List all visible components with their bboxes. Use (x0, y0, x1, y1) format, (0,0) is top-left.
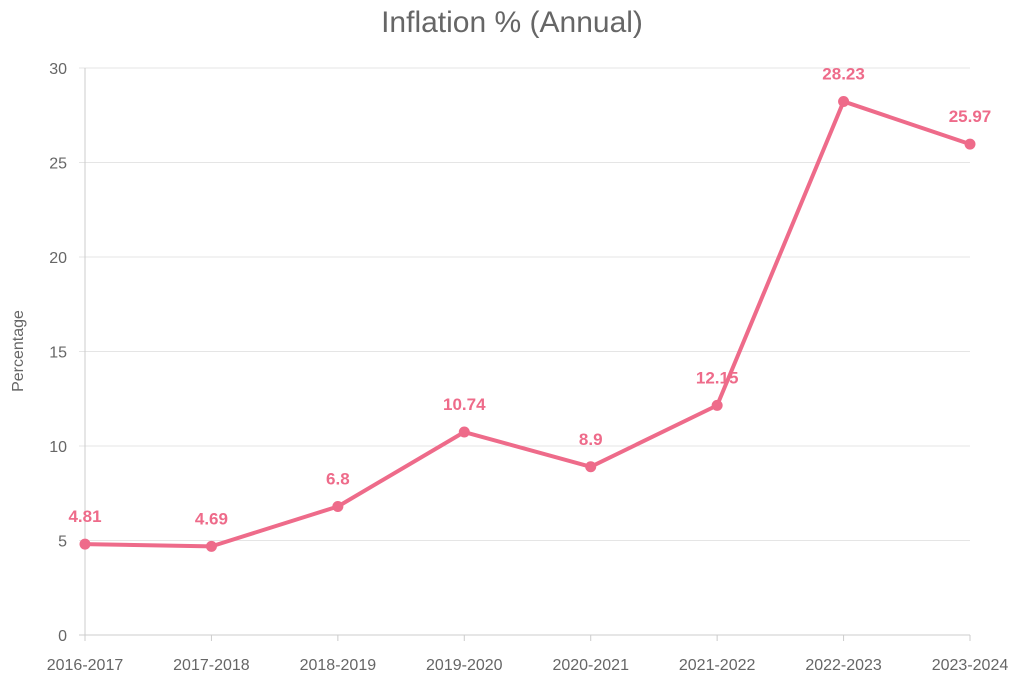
x-tick-label: 2021-2022 (679, 657, 756, 674)
data-point[interactable] (711, 399, 723, 411)
data-point[interactable] (585, 461, 597, 473)
axes: 0 5 10 15 20 25 30 2016-2017 2017-2018 2018-2019 2… (47, 61, 1009, 674)
data-label: 10.74 (443, 395, 486, 414)
y-tick-label: 5 (58, 534, 67, 551)
x-tick-label: 2018-2019 (300, 657, 377, 674)
data-point[interactable] (964, 138, 976, 150)
y-tick-label: 25 (49, 156, 67, 173)
y-axis-label: Percentage (10, 310, 27, 392)
data-point[interactable] (838, 95, 850, 107)
x-tick-label: 2020-2021 (552, 657, 629, 674)
data-label: 4.69 (195, 509, 228, 528)
x-tick-label: 2022-2023 (805, 657, 882, 674)
data-label: 8.9 (579, 430, 603, 449)
data-point[interactable] (332, 500, 344, 512)
data-point[interactable] (458, 426, 470, 438)
data-labels: 4.81 4.69 6.8 10.74 8.9 12.15 28.23 25.97 (68, 64, 991, 528)
y-tick-label: 15 (49, 345, 67, 362)
series-layer (79, 95, 976, 552)
data-label: 25.97 (949, 107, 992, 126)
y-tick-label: 30 (49, 61, 67, 78)
data-point[interactable] (79, 538, 91, 550)
x-tick-label: 2017-2018 (173, 657, 250, 674)
y-tick-label: 0 (58, 628, 67, 645)
x-tick-label: 2023-2024 (932, 657, 1009, 674)
y-tick-label: 20 (49, 250, 67, 267)
series-line (84, 99, 971, 549)
data-label: 4.81 (68, 507, 101, 526)
data-label: 12.15 (696, 368, 739, 387)
data-label: 6.8 (326, 469, 350, 488)
x-tick-label: 2016-2017 (47, 657, 124, 674)
data-point[interactable] (205, 540, 217, 552)
x-tick-label: 2019-2020 (426, 657, 503, 674)
y-tick-label: 10 (49, 439, 67, 456)
data-label: 28.23 (822, 64, 865, 83)
chart-title: Inflation % (Annual) (381, 6, 643, 39)
